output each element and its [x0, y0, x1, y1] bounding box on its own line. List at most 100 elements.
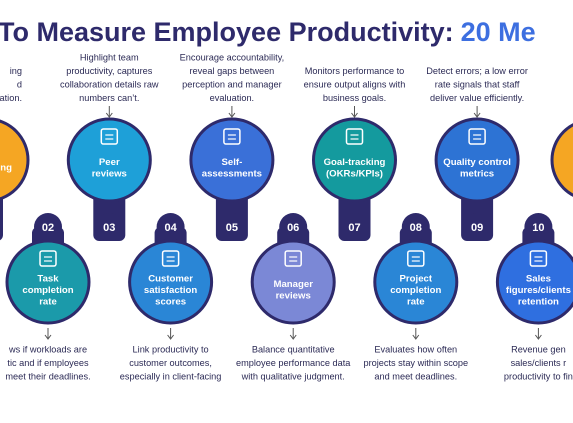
metric-description: Revenue gen — [511, 344, 566, 354]
arrow-head — [473, 112, 481, 118]
metric-number: 09 — [471, 222, 483, 234]
metric-description: and meet deadlines. — [374, 371, 457, 381]
metric-description: productivity to fin — [504, 371, 573, 381]
metric-circle — [0, 119, 30, 201]
number-badge — [217, 213, 246, 241]
metric-label: metrics — [460, 169, 494, 180]
arrow-head — [167, 334, 174, 340]
metric-description: business goals. — [323, 93, 386, 103]
metric-description: sales/clients r — [511, 358, 567, 368]
icon — [284, 250, 302, 267]
metric-circle — [66, 117, 152, 203]
metric-description: Link productivity to — [133, 344, 209, 354]
metric-label: Task — [37, 274, 59, 285]
metric-label: completion — [390, 285, 441, 296]
metric-description: reveal gaps between — [190, 66, 275, 76]
metric: 05 Self-assessments Encourage accountabili… — [180, 52, 284, 241]
metric-description: customer outcomes, — [129, 358, 212, 368]
metric-circle — [550, 123, 573, 197]
metric-label: Sales — [526, 274, 551, 285]
metric-description: Balance quantitative — [252, 344, 335, 354]
metric-number: 03 — [103, 222, 115, 234]
icon — [223, 128, 241, 145]
number-badge — [463, 213, 492, 241]
metric-label: retention — [518, 297, 559, 308]
metric: ng ing d ation. — [0, 66, 30, 241]
metric-description: d — [17, 79, 22, 89]
arrow-head — [412, 334, 420, 340]
title-main: To Measure Employee Productivity: — [0, 17, 454, 47]
metric-number: 05 — [226, 222, 238, 234]
number-badge — [156, 213, 185, 241]
metric-number: 06 — [287, 222, 299, 234]
metric-label: rate — [39, 297, 57, 308]
arrow-head — [105, 112, 113, 118]
arrow-head — [44, 334, 52, 340]
metric-label: ng — [0, 163, 12, 174]
metric-label: figures/clients — [506, 285, 571, 296]
metric-label: reviews — [92, 169, 127, 180]
metric-description: numbers can’t. — [79, 93, 139, 103]
number-badge — [340, 213, 369, 241]
metric-number: 10 — [532, 222, 544, 234]
metric-description: Monitors performance to — [305, 66, 405, 76]
metric-description: productivity, captures — [66, 66, 153, 76]
metric-label: completion — [22, 285, 73, 296]
metric-circle — [434, 117, 520, 203]
metric-description: employee performance data — [236, 358, 351, 368]
metric-label: Peer — [99, 157, 120, 168]
icon — [39, 250, 57, 267]
metric-description: projects stay within scope — [363, 358, 468, 368]
metric-description: tic and if employees — [7, 358, 89, 368]
metric-label: reviews — [276, 291, 311, 302]
metric-label: rate — [407, 297, 425, 308]
metric-label: assessments — [202, 169, 262, 180]
metric-description: perception and manager — [182, 79, 282, 89]
icon — [407, 250, 425, 267]
metric-label: Manager — [273, 279, 313, 290]
metric-description: evaluation. — [210, 93, 254, 103]
arrow-head — [289, 334, 297, 340]
metric-label: scores — [155, 297, 186, 308]
metric-description: Highlight team — [80, 52, 139, 62]
metric-description: meet their deadlines. — [5, 371, 90, 381]
metric-description: ws if workloads are — [8, 344, 87, 354]
metric-number: 07 — [348, 222, 360, 234]
metric-label: Project — [400, 274, 433, 285]
metric-number: 04 — [164, 222, 177, 234]
metric-number: 08 — [410, 222, 422, 234]
metric-label: (OKRs/KPIs) — [326, 169, 383, 180]
number-badge — [524, 213, 553, 241]
metric-circle — [189, 117, 275, 203]
arrow-head — [228, 112, 236, 118]
metric-11-shape — [550, 123, 573, 197]
metric-circle — [312, 117, 397, 203]
metric-number: 02 — [42, 222, 54, 234]
icon — [529, 250, 548, 267]
number-badge — [95, 213, 124, 241]
icon — [161, 250, 180, 267]
metric-description: deliver value efficiently. — [430, 93, 524, 103]
metric-label: Quality control — [443, 157, 511, 168]
title: To Measure Employee Productivity: 20 Me — [0, 17, 536, 47]
icon — [100, 128, 119, 145]
metric-description: collaboration details raw — [60, 79, 159, 89]
metric-label: satisfaction — [144, 285, 197, 296]
metric-description: Detect errors; a low error — [426, 66, 528, 76]
metric-description: ation. — [0, 93, 22, 103]
metric-description: especially in client-facing — [120, 371, 222, 381]
metric: 07 Goal-tracking(OKRs/KPIs) Monitors perfo… — [304, 66, 405, 241]
metric-description: with qualitative judgment. — [241, 371, 345, 381]
metric-description: Evaluates how often — [374, 344, 457, 354]
metric-label: Self- — [222, 157, 243, 168]
icon — [345, 128, 364, 145]
metric-description: rate signals that staff — [435, 79, 520, 89]
